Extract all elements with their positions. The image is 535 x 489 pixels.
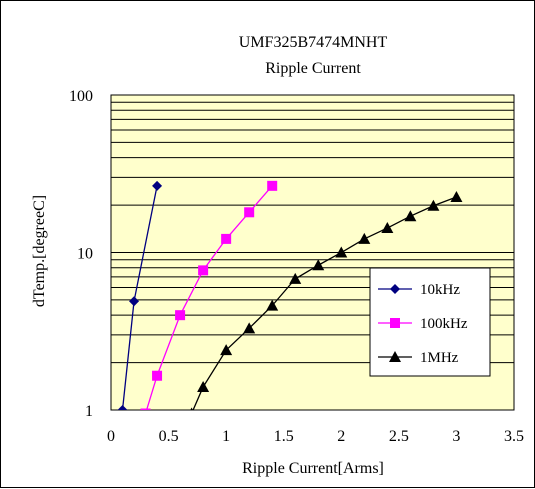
legend-marker	[390, 284, 400, 294]
legend-marker	[390, 318, 400, 328]
data-point	[335, 246, 348, 258]
y-tick-label: 100	[69, 88, 93, 105]
legend-label: 1MHz	[420, 350, 459, 366]
x-axis-label: Ripple Current[Arms]	[242, 460, 384, 477]
y-tick-label: 10	[77, 246, 93, 263]
data-point	[267, 180, 278, 191]
legend-item: 10kHz	[378, 282, 460, 298]
x-axis-ticks: 0 0.5 1 1.5 2 2.5 3 3.5	[107, 428, 524, 445]
data-point	[244, 207, 255, 218]
x-tick-label: 3.5	[504, 428, 524, 445]
x-tick-label: 1	[222, 428, 230, 445]
data-point	[221, 233, 232, 244]
x-tick-label: 2	[337, 428, 345, 445]
y-axis-label: dTemp.[degreeC]	[31, 195, 48, 307]
data-point	[152, 180, 163, 191]
data-point	[117, 405, 128, 410]
series-layer	[117, 180, 463, 410]
grid-lines	[111, 101, 514, 411]
legend-marker	[389, 351, 401, 362]
data-point	[358, 232, 371, 244]
x-tick-label: 1.5	[274, 428, 294, 445]
legend: 10kHz 100kHz 1MHz	[369, 267, 491, 377]
series-100kHz	[140, 180, 278, 410]
x-tick-label: 0	[107, 428, 115, 445]
data-point	[175, 310, 186, 321]
data-point	[190, 407, 193, 410]
chart-subtitle: Ripple Current	[265, 60, 361, 77]
legend-label: 10kHz	[420, 282, 460, 298]
x-tick-label: 3	[452, 428, 460, 445]
x-tick-label: 2.5	[389, 428, 409, 445]
y-tick-label: 1	[85, 403, 93, 420]
legend-item: 1MHz	[378, 350, 459, 366]
x-tick-label: 0.5	[159, 428, 179, 445]
data-point	[450, 191, 463, 203]
y-axis-ticks: 1 10 100	[69, 88, 93, 420]
data-point	[289, 272, 302, 284]
plot-frame	[110, 94, 515, 411]
data-point	[243, 322, 256, 334]
data-point	[140, 408, 151, 410]
series-10kHz	[117, 180, 163, 410]
data-point	[152, 370, 163, 381]
data-point	[381, 222, 394, 234]
data-point	[427, 199, 440, 211]
data-point	[312, 259, 325, 271]
data-point	[404, 210, 417, 222]
data-point	[266, 299, 279, 311]
series-1MHz	[190, 191, 463, 410]
legend-label: 100kHz	[420, 316, 468, 332]
data-point	[129, 296, 140, 307]
legend-item: 100kHz	[378, 316, 468, 332]
data-point	[197, 380, 210, 392]
chart-title: UMF325B7474MNHT	[239, 34, 388, 51]
data-point	[220, 344, 233, 356]
data-point	[198, 265, 209, 276]
